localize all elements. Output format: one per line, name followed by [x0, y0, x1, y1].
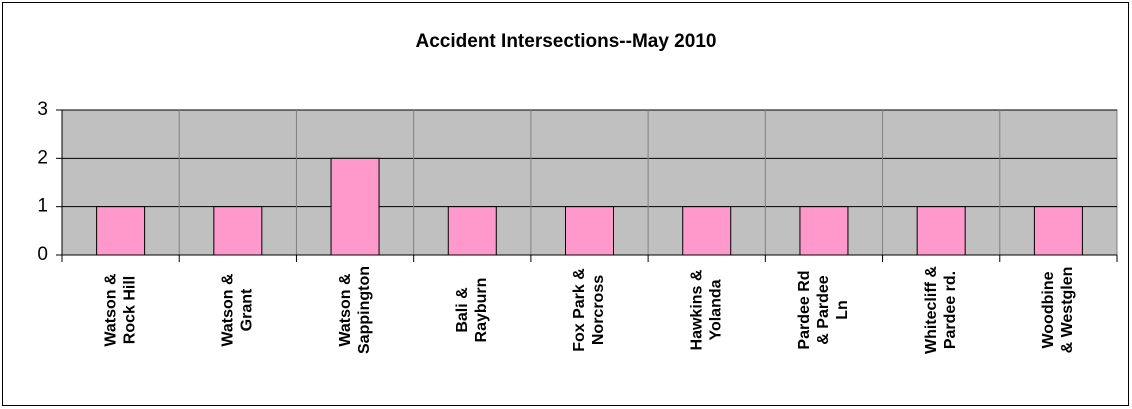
- bar: [916, 206, 966, 256]
- bar: [1033, 206, 1083, 256]
- x-tick-label: Hawkins &: [688, 269, 705, 350]
- x-tick-label: Bali &: [454, 287, 471, 333]
- x-tick-label: Rock Hill: [121, 276, 138, 344]
- chart-title: Accident Intersections--May 2010: [416, 31, 717, 52]
- y-tick-label: 0: [37, 244, 48, 265]
- x-tick-label: Fox Park &: [571, 268, 588, 352]
- x-tick-label: Pardee Rd: [796, 270, 813, 349]
- bar: [565, 206, 614, 256]
- x-tick-label: & Pardee: [815, 275, 832, 344]
- bar: [330, 157, 380, 256]
- x-tick-label: Woodbine: [1040, 271, 1057, 348]
- x-tick-label: Pardee rd.: [942, 271, 959, 349]
- x-tick-label: Rayburn: [473, 278, 490, 343]
- y-tick-label: 1: [37, 196, 48, 217]
- x-tick-label: Whitecliff &: [923, 266, 940, 354]
- x-tick-label: Watson &: [220, 273, 237, 347]
- y-tick-label: 3: [37, 99, 48, 120]
- x-tick-label: & Westglen: [1059, 267, 1076, 354]
- bar: [799, 206, 849, 256]
- x-tick-label: Ln: [834, 300, 851, 320]
- bar: [447, 206, 497, 256]
- x-tick-label: Grant: [239, 288, 256, 331]
- x-tick-label: Yolanda: [707, 279, 724, 340]
- bar: [682, 206, 732, 256]
- x-tick-label: Norcross: [590, 275, 607, 345]
- x-tick-label: Watson &: [337, 273, 354, 347]
- y-tick-label: 2: [37, 147, 48, 168]
- x-tick-label: Watson &: [102, 273, 119, 347]
- bar: [96, 206, 146, 256]
- bar: [213, 206, 263, 256]
- x-tick-label: Sappington: [356, 266, 373, 354]
